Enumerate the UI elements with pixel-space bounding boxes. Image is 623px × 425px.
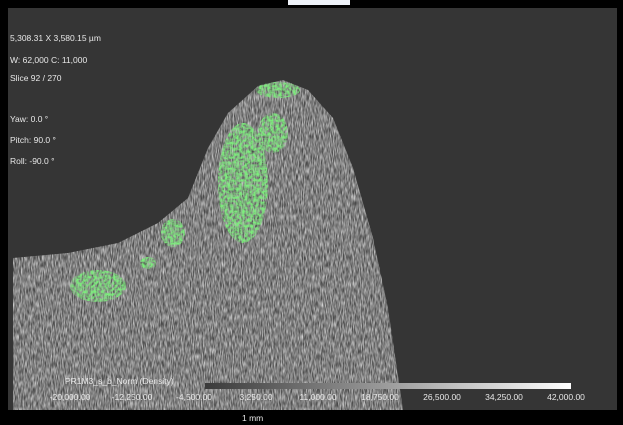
tissue-texture <box>13 80 403 410</box>
colorbar-tick-label: 3,250.00 <box>239 392 272 402</box>
slice: Slice 92 / 270 <box>10 73 62 83</box>
scan-image <box>8 8 617 410</box>
colorbar-label: PR1M3_s_b_Norm (Density) <box>65 376 174 386</box>
colorbar-tick-label: 42,000.00 <box>547 392 585 402</box>
pitch: Pitch: 90.0 ° <box>10 135 56 145</box>
colorbar-tick-label: -12,250.00 <box>112 392 153 402</box>
top-handle[interactable] <box>288 0 350 5</box>
window-level: W: 62,000 C: 11,000 <box>10 55 87 65</box>
colorbar-tick-label: 34,250.00 <box>485 392 523 402</box>
colorbar-tick-label: -4,500.00 <box>176 392 212 402</box>
dimensions: 5,308.31 X 3,580.15 µm <box>10 33 101 43</box>
colorbar-tick-label: -20,000.00 <box>50 392 91 402</box>
colorbar-tick-label: 18,750.00 <box>361 392 399 402</box>
colorbar-tick-label: 11,000.00 <box>299 392 336 402</box>
yaw: Yaw: 0.0 ° <box>10 114 48 124</box>
viewer: 5,308.31 X 3,580.15 µm W: 62,000 C: 11,0… <box>0 0 623 425</box>
image-view[interactable]: 5,308.31 X 3,580.15 µm W: 62,000 C: 11,0… <box>8 8 617 410</box>
scale-bar: 1 mm <box>242 413 263 423</box>
roll: Roll: -90.0 ° <box>10 156 55 166</box>
colorbar-tick-label: 26,500.00 <box>423 392 461 402</box>
colorbar <box>205 383 571 389</box>
